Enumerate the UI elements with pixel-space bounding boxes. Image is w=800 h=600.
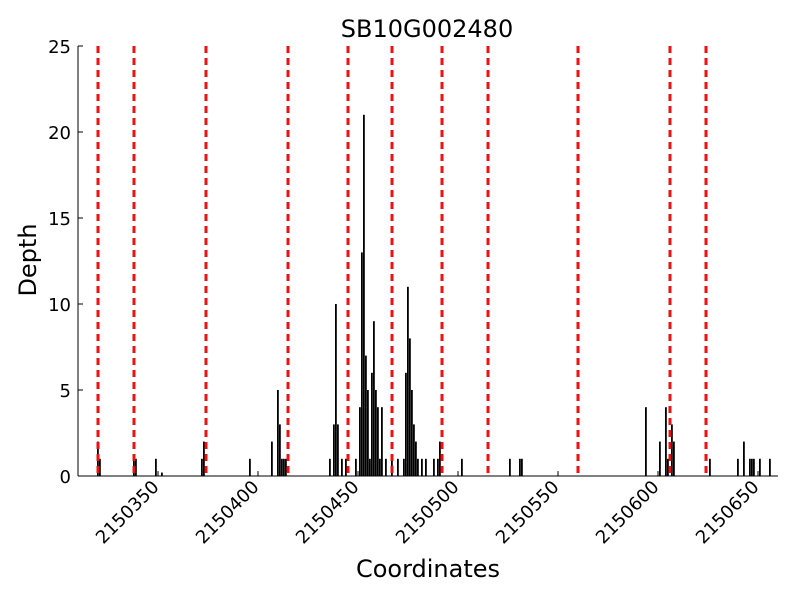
x-tick-label: 2150400: [192, 477, 264, 549]
y-tick-label: 0: [60, 467, 71, 488]
depth-bar: [667, 458, 669, 476]
depth-bar: [415, 441, 417, 476]
depth-bar: [367, 390, 369, 476]
depth-bar: [279, 424, 281, 476]
depth-bar: [333, 424, 335, 476]
depth-bar: [671, 424, 673, 476]
depth-bar: [437, 458, 439, 476]
depth-bar: [373, 321, 375, 476]
depth-bar: [403, 458, 405, 476]
depth-bar: [659, 441, 661, 476]
depth-bar: [461, 458, 463, 476]
depth-bar: [365, 355, 367, 476]
depth-bar: [421, 458, 423, 476]
y-axis: 0 5 10 15 20 25: [48, 37, 83, 488]
depth-bar: [425, 458, 427, 476]
depth-bar: [379, 458, 381, 476]
depth-bar: [753, 458, 755, 476]
x-axis: 2150350 2150400 2150450 2150500 2150550 21506…: [92, 471, 764, 548]
x-tick-label: 2150500: [392, 477, 464, 549]
depth-bar: [409, 338, 411, 476]
y-tick-label: 25: [48, 37, 71, 58]
depth-bar: [665, 407, 667, 476]
depth-bar: [397, 458, 399, 476]
depth-bar: [413, 424, 415, 476]
depth-bar: [751, 458, 753, 476]
depth-bar: [369, 458, 371, 476]
x-axis-label: Coordinates: [356, 555, 500, 583]
depth-bar: [407, 286, 409, 476]
exon-boundary-markers: [96, 46, 708, 476]
depth-bar: [359, 407, 361, 476]
depth-bar: [345, 458, 347, 476]
depth-bar: [737, 458, 739, 476]
depth-bar: [375, 390, 377, 476]
depth-bar: [377, 407, 379, 476]
y-axis-label: Depth: [14, 223, 42, 296]
depth-bar: [341, 458, 343, 476]
depth-bar: [673, 441, 675, 476]
depth-bar: [743, 441, 745, 476]
depth-bar: [285, 458, 287, 476]
x-tick-label: 2150550: [492, 477, 564, 549]
x-tick-label: 2150350: [92, 477, 164, 549]
depth-bar: [155, 458, 157, 476]
depth-bar: [361, 252, 363, 476]
depth-bar: [283, 458, 285, 476]
depth-bar: [439, 441, 441, 476]
depth-bar: [281, 458, 283, 476]
y-tick-label: 20: [48, 123, 71, 144]
depth-bar: [521, 458, 523, 476]
chart-title: SB10G002480: [341, 15, 513, 43]
y-tick-label: 15: [48, 209, 71, 230]
y-tick-label: 10: [48, 295, 71, 316]
depth-bar: [161, 472, 163, 476]
depth-bar: [335, 304, 337, 476]
depth-bar: [135, 458, 137, 476]
depth-bar: [329, 458, 331, 476]
y-tick-label: 5: [60, 381, 71, 402]
depth-bar: [277, 390, 279, 476]
depth-bar: [433, 458, 435, 476]
depth-bar: [509, 458, 511, 476]
depth-bar: [417, 458, 419, 476]
depth-bar: [769, 458, 771, 476]
depth-bar: [371, 372, 373, 476]
depth-bars: [97, 114, 771, 477]
depth-bar: [385, 458, 387, 476]
depth-bar: [271, 441, 273, 476]
depth-bar: [203, 441, 205, 476]
depth-bar: [381, 407, 383, 476]
depth-bar: [249, 458, 251, 476]
depth-bar: [645, 407, 647, 476]
depth-bar: [749, 458, 751, 476]
depth-bar: [411, 390, 413, 476]
depth-bar: [759, 458, 761, 476]
depth-bar: [405, 372, 407, 476]
depth-bar: [355, 458, 357, 476]
depth-bar: [709, 458, 711, 476]
depth-bar: [519, 458, 521, 476]
depth-bar: [201, 458, 203, 476]
depth-bar: [363, 114, 365, 477]
x-tick-label: 2150450: [292, 477, 364, 549]
depth-bar: [337, 424, 339, 476]
x-tick-label: 2150650: [692, 477, 764, 549]
depth-bar: [99, 458, 101, 476]
x-tick-label: 2150600: [592, 477, 664, 549]
